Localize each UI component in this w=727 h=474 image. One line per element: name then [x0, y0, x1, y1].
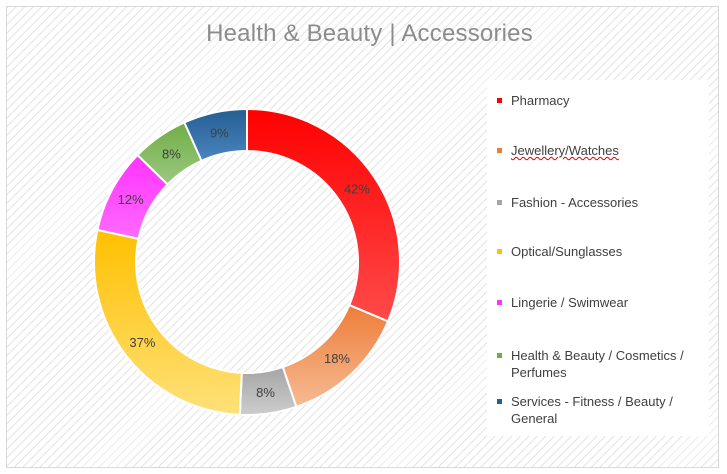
data-label-pharmacy: 42%	[344, 181, 370, 196]
slice-services-fitness-beauty-general	[183, 107, 248, 163]
legend-label: Fashion - Accessories	[511, 195, 639, 210]
legend-marker-fashion-accessories	[497, 200, 502, 205]
legend-label: Jewellery/Watches	[511, 143, 619, 158]
data-label-jewellery-watches: 18%	[324, 351, 350, 366]
legend-label: Pharmacy	[511, 93, 570, 108]
legend-label: Lingerie / Swimwear	[511, 295, 629, 310]
data-label-services-fitness-beauty-general: 9%	[210, 125, 229, 140]
data-label-health-beauty-cosmetics-perfumes: 8%	[162, 146, 181, 161]
legend-marker-optical-sunglasses	[497, 249, 502, 254]
data-label-fashion-accessories: 8%	[256, 385, 275, 400]
donut-data-labels: 42% 18% 8% 37% 12% 8% 9%	[118, 125, 371, 400]
donut-slices	[93, 107, 401, 416]
legend-marker-services-fitness-beauty-general	[497, 399, 502, 404]
legend-marker-health-beauty-cosmetics-perfumes	[497, 353, 502, 358]
legend: Pharmacy Jewellery/Watches Fashion - Acces…	[487, 80, 709, 436]
legend-label: Health & Beauty / Cosmetics / Perfumes	[511, 348, 684, 380]
slice-optical-sunglasses	[93, 228, 243, 416]
legend-marker-jewellery-watches	[497, 148, 502, 153]
slice-pharmacy	[246, 107, 401, 323]
chart-title: Health & Beauty | Accessories	[206, 20, 533, 47]
legend-marker-pharmacy	[497, 98, 502, 103]
data-label-lingerie-swimwear: 12%	[118, 192, 144, 207]
legend-label: Optical/Sunglasses	[511, 244, 623, 259]
legend-label: Services - Fitness / Beauty / General	[511, 394, 673, 426]
data-label-optical-sunglasses: 37%	[129, 335, 155, 350]
legend-marker-lingerie-swimwear	[497, 300, 502, 305]
